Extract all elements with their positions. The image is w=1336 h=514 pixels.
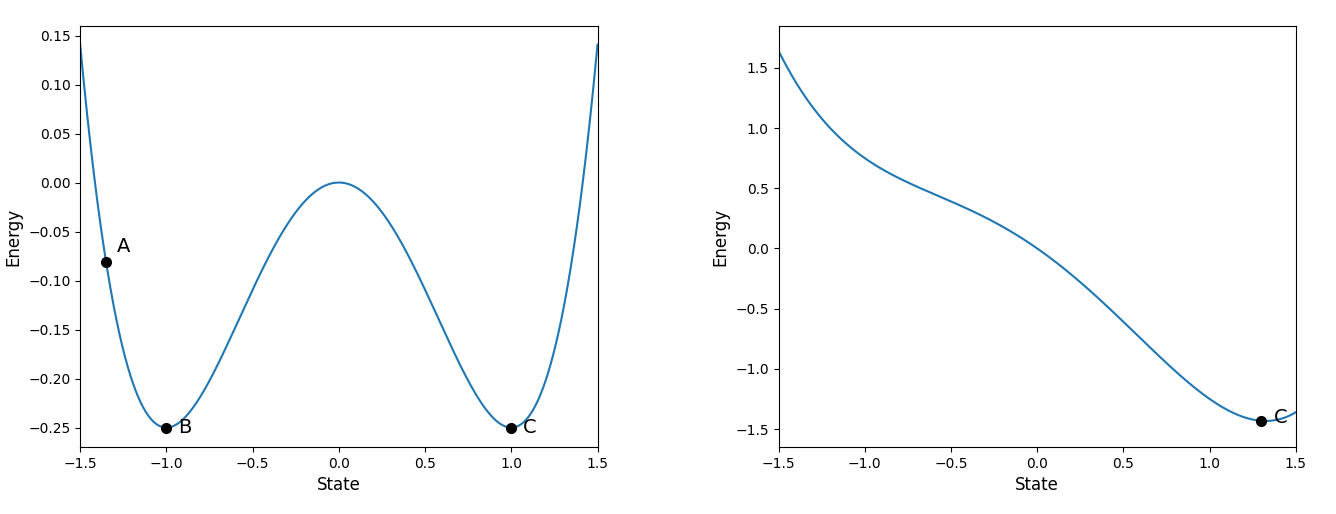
Text: A: A (116, 237, 130, 256)
Text: B: B (179, 418, 192, 437)
Y-axis label: Energy: Energy (4, 207, 23, 266)
Text: C: C (1273, 408, 1287, 427)
Text: C: C (524, 418, 537, 437)
Y-axis label: Energy: Energy (712, 207, 729, 266)
X-axis label: State: State (317, 476, 361, 494)
X-axis label: State: State (1015, 476, 1059, 494)
